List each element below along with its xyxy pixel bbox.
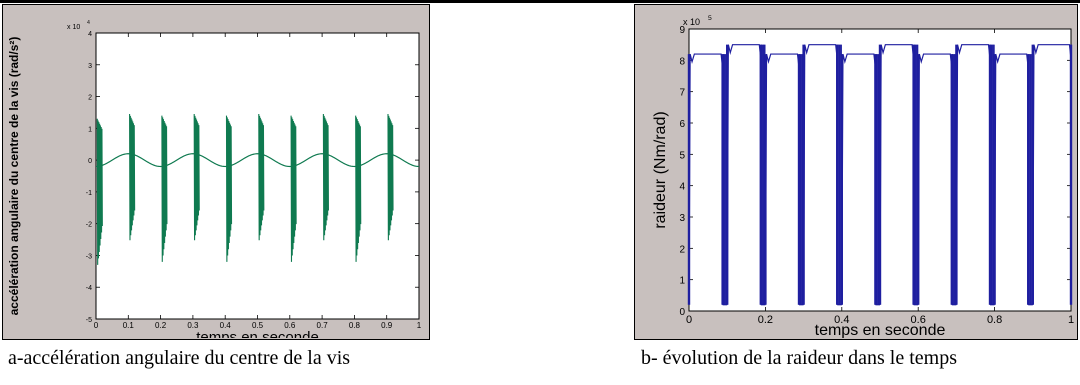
x-tick-label: 0 (94, 321, 99, 330)
x-tick-label: 0.9 (381, 321, 393, 330)
plot-area (95, 32, 420, 320)
series-spike (129, 114, 136, 241)
figure-panel-b: 0 1 2 3 4 5 6 7 8 9 0 0.2 0.4 0.6 0.8 1 x 10 5 temps en se… (634, 4, 1078, 340)
x-tick-label: 0.6 (911, 314, 926, 326)
y-multiplier: x 10 (683, 17, 700, 27)
x-tick-label: 0 (686, 314, 692, 326)
series-spike (258, 114, 265, 241)
y-axis-label: raideur (Nm/rad) (652, 111, 669, 228)
x-axis-label: temps en seconde (815, 322, 946, 338)
x-tick-label: 0.4 (834, 314, 849, 326)
x-tick-label: 0.2 (758, 314, 773, 326)
y-tick-label: 4 (88, 31, 92, 38)
y-tick-label: 9 (679, 25, 685, 36)
series-baseline (95, 153, 420, 168)
y-tick-label: 1 (88, 126, 92, 133)
series-spike (96, 118, 103, 265)
x-tick-label: 0.8 (987, 314, 1002, 326)
y-tick-label: 0 (679, 307, 685, 318)
y-tick-label: 6 (679, 119, 685, 130)
y-multiplier: x 10 (67, 24, 80, 31)
caption-b: b- évolution de la raideur dans le temps (641, 347, 958, 369)
y-multiplier-exponent: 4 (87, 20, 90, 26)
y-tick-label: -3 (86, 253, 92, 260)
series-spike (387, 114, 394, 241)
series-spike (225, 115, 233, 262)
x-tick-label: 0.6 (284, 321, 296, 330)
caption-a: a-accélération angulaire du centre de la… (8, 347, 351, 369)
chart-b: 0 1 2 3 4 5 6 7 8 9 0 0.2 0.4 0.6 0.8 1 x 10 5 temps en se… (652, 15, 1074, 339)
x-tick-label: 0.7 (317, 321, 329, 330)
x-tick-label: 0.1 (123, 321, 135, 330)
y-tick-label: 3 (88, 63, 92, 70)
y-tick-label: 5 (679, 150, 685, 161)
y-tick-label: -1 (86, 190, 92, 197)
x-tick-label: 0.4 (220, 321, 232, 330)
series-spike (193, 114, 200, 241)
y-tick-label: 4 (679, 182, 685, 193)
x-tick-label: 0.5 (252, 321, 264, 330)
x-tick-label: 1 (417, 321, 422, 330)
y-tick-label: -5 (86, 317, 92, 324)
series-spike (161, 115, 168, 262)
series-spike (355, 115, 362, 262)
chart-a: -5 -4 -3 -2 -1 0 1 2 3 4 0 0.1 0.2 0.3 0.4 0.5 0.6 0.7 0.8… (7, 20, 422, 346)
y-tick-label: 1 (679, 276, 685, 287)
y-tick-label: 0 (88, 158, 92, 165)
x-tick-label: 0.8 (349, 321, 361, 330)
y-multiplier-exponent: 5 (708, 15, 712, 22)
y-tick-label: 8 (679, 56, 685, 67)
y-tick-label: 7 (679, 88, 685, 99)
series-spike (322, 114, 329, 241)
x-tick-label: 0.2 (155, 321, 167, 330)
y-tick-label: -2 (86, 222, 92, 229)
y-axis-label: accélération angulaire du centre de la v… (7, 37, 21, 316)
top-rule (0, 0, 1080, 3)
figure-panel-a: -5 -4 -3 -2 -1 0 1 2 3 4 0 0.1 0.2 0.3 0.4 0.5 0.6 0.7 0.8… (2, 4, 430, 346)
x-tick-label: 1 (1068, 314, 1074, 326)
x-tick-label: 0.3 (187, 321, 199, 330)
y-tick-label: -4 (86, 285, 92, 292)
series-spike (290, 115, 297, 262)
y-tick-label: 2 (679, 244, 685, 255)
y-tick-label: 2 (88, 95, 92, 102)
y-tick-label: 3 (679, 213, 685, 224)
x-axis-label: temps en seconde (196, 329, 319, 338)
